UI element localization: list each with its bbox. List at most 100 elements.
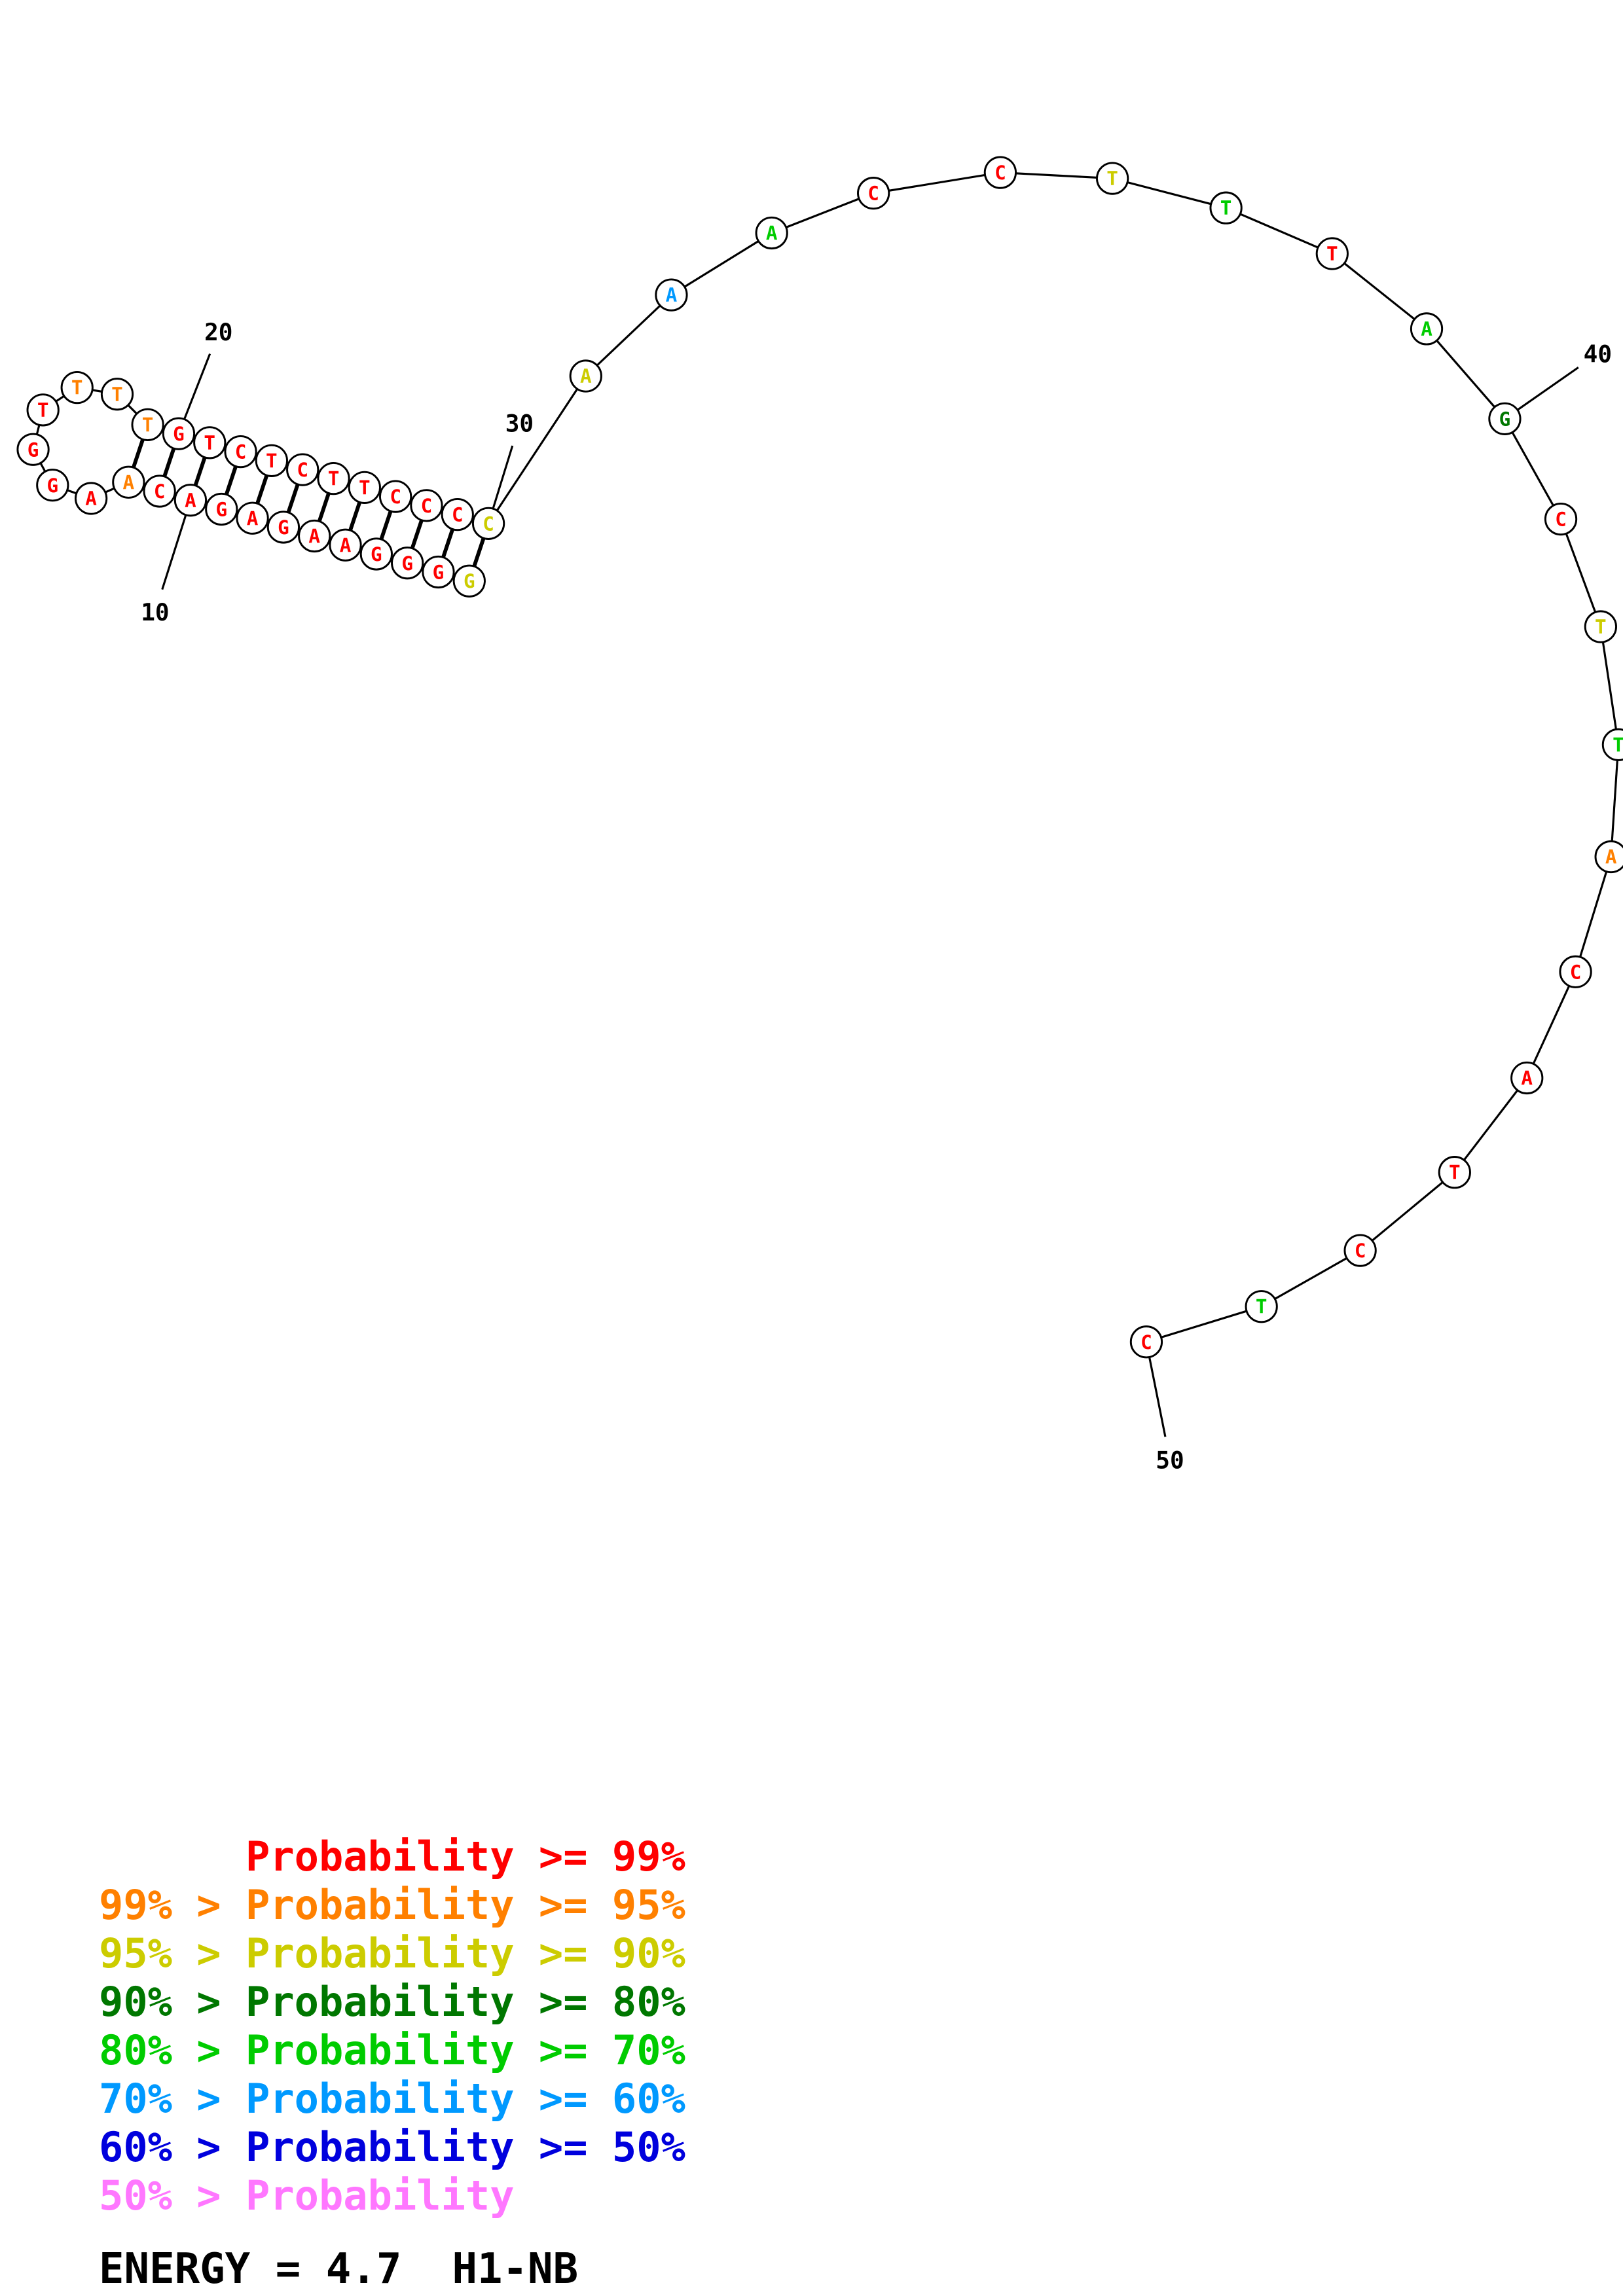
backbone-lines: [32, 171, 1620, 1343]
nucleotide-base: G: [215, 499, 227, 521]
nucleotide-circle: [1594, 840, 1623, 874]
nucleotide-circle: [755, 216, 788, 250]
nucleotide-circle: [983, 156, 1017, 189]
nucleotide-circle: [60, 370, 94, 404]
nucleotide-circle: [471, 507, 505, 540]
backbone-segment: [1610, 744, 1620, 857]
nucleotide-circle: [359, 537, 393, 571]
nucleotide-base: C: [1355, 1240, 1366, 1262]
nucleotide-base: C: [483, 512, 494, 535]
nucleotide-circle: [1245, 1290, 1278, 1323]
nucleotide-base: C: [994, 162, 1006, 184]
nucleotide-circle: [236, 501, 269, 535]
legend-row-99: Probability >= 99%: [99, 1833, 685, 1880]
nucleotide-base: T: [71, 377, 83, 399]
nucleotide-base: T: [1106, 168, 1118, 190]
nucleotide-circle: [857, 177, 890, 210]
backbone-segment: [1359, 1171, 1455, 1251]
nucleotide-circle: [131, 408, 164, 442]
backbone-segment: [1599, 626, 1620, 745]
backbone-segment: [1000, 171, 1113, 180]
nucleotide-base: T: [142, 414, 154, 436]
nucleotide-base: A: [766, 223, 778, 245]
backbone-segment: [1146, 1305, 1262, 1343]
backbone-segment: [1453, 1077, 1528, 1174]
nucleotide-circle: [317, 461, 350, 495]
nucleotide-base: G: [46, 475, 58, 497]
nucleotide-base: A: [308, 526, 320, 548]
nucleotide-circle: [1209, 191, 1243, 224]
nucleotide-base: C: [452, 504, 464, 526]
nucleotide-circle: [1584, 610, 1618, 643]
backbone-segment: [1425, 328, 1506, 420]
nucleotide-circle: [348, 471, 381, 504]
nucleotide-circle: [286, 453, 319, 486]
nucleotide-base: C: [421, 495, 433, 517]
position-label: 30: [505, 411, 534, 438]
nucleotide-base: T: [1256, 1296, 1267, 1318]
nucleotide-base: A: [123, 471, 135, 493]
nucleotide-base: T: [1449, 1162, 1461, 1184]
nucleotide-circle: [193, 426, 227, 459]
legend-row-50: 60% > Probability >= 50%: [99, 2123, 685, 2171]
nucleotide-base: T: [359, 476, 371, 499]
legend-row-70: 80% > Probability >= 70%: [99, 2026, 685, 2074]
nucleotide-circle: [1410, 312, 1444, 346]
nucleotide-circle: [1559, 955, 1592, 988]
nucleotide-base: T: [1613, 734, 1623, 756]
nucleotide-base: A: [1605, 846, 1617, 869]
nucleotide-circle: [329, 528, 362, 562]
nucleotide-circle: [224, 435, 257, 469]
nucleotide-base: G: [371, 543, 382, 565]
nucleotide-base: G: [278, 516, 289, 539]
nucleotide-base: T: [1326, 243, 1338, 265]
legend-row-60: 70% > Probability >= 60%: [99, 2075, 685, 2123]
nucleotide-circle: [298, 519, 331, 553]
position-label: 50: [1156, 1447, 1184, 1474]
nucleotide-base: G: [173, 423, 185, 445]
nucleotide-circle: [255, 444, 289, 477]
nucleotide-base: T: [266, 450, 278, 472]
nucleotide-circle: [1096, 162, 1129, 195]
nucleotide-base: C: [1140, 1331, 1152, 1354]
nucleotide-base: C: [235, 441, 247, 463]
nucleotide-circle: [36, 469, 69, 502]
energy-label: ENERGY = 4.7 H1-NB: [99, 2245, 579, 2293]
backbone-segment: [873, 171, 1001, 194]
nucleotide-circle: [205, 492, 238, 526]
nucleotide-circle: [143, 475, 176, 508]
nucleotide-circle: [379, 480, 412, 513]
nucleotide-base: C: [154, 480, 166, 503]
position-labels: 10 20 30 40 50: [141, 319, 1612, 1475]
backbone-segment: [1331, 253, 1428, 330]
nucleotide-circle: [1438, 1156, 1471, 1189]
nucleotide-base: C: [390, 486, 401, 508]
nucleotide-circle: [441, 497, 474, 531]
nucleotide-circle: [173, 484, 208, 517]
backbone-segment: [1260, 1249, 1361, 1308]
nucleotide-circle: [1488, 402, 1522, 435]
nucleotide-base: C: [1570, 961, 1582, 983]
label-leader-lines: [161, 353, 1579, 1437]
nucleotide-base: C: [1555, 509, 1567, 531]
nucleotide-base: A: [185, 490, 196, 512]
nucleotide-circle: [16, 433, 50, 466]
backbone-segment: [771, 192, 874, 234]
nucleotide-circle: [422, 555, 455, 589]
nucleotide-base: A: [1521, 1067, 1533, 1090]
nucleotide-circle: [410, 489, 443, 522]
nucleotide-base: A: [85, 488, 97, 510]
legend-row-lt50: 50% > Probability: [99, 2172, 515, 2219]
nucleotide-base: A: [1421, 318, 1432, 340]
nucleotide-circle: [162, 417, 196, 450]
nucleotide-circle: [1510, 1061, 1544, 1095]
nucleotide-base: G: [27, 439, 39, 461]
backbone-segment: [1575, 856, 1613, 973]
nucleotide-base: A: [580, 365, 592, 387]
nucleotide-base: T: [204, 432, 215, 454]
nucleotide-base: G: [1499, 408, 1511, 430]
nucleotide-base: A: [247, 507, 259, 529]
nucleotide-base: G: [433, 562, 445, 584]
